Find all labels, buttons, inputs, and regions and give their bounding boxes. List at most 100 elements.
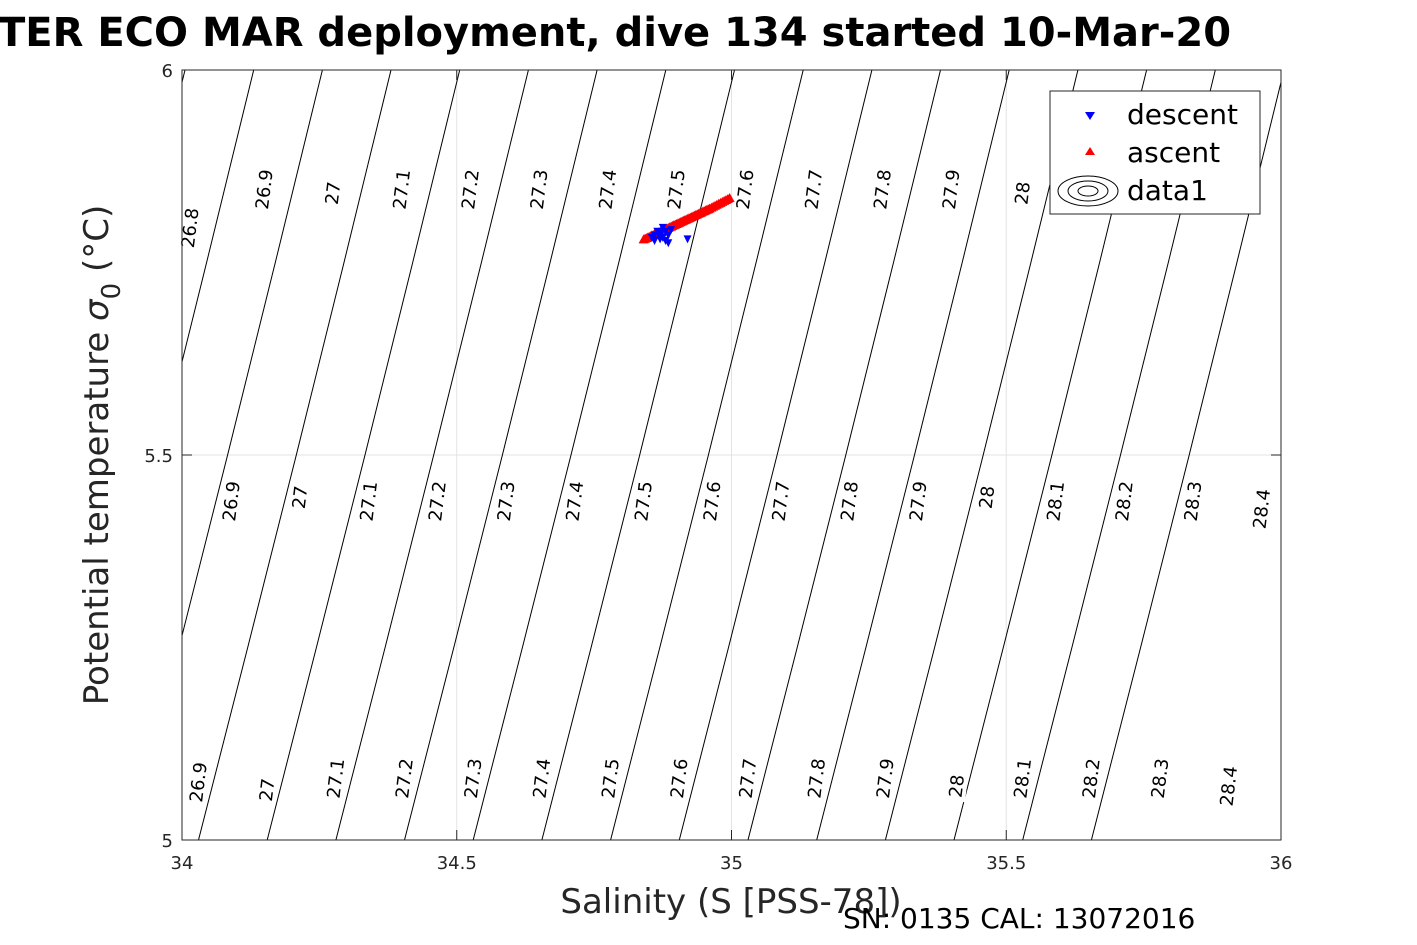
isopycnal-27.7 [610,70,804,840]
contour-label-text: 27.3 [527,168,553,210]
y-axis-label: Potential temperature σ0 (°C) [77,205,127,705]
y-axis-label-main: Potential temperature [77,332,117,705]
contour-label-bg [938,162,965,217]
contour-label-text: 27.6 [733,168,759,210]
contour-label: 27.9 [872,751,899,806]
contour-label-bg [1248,481,1275,536]
contour-label: 28.3 [1180,474,1207,529]
contour-label-bg [869,162,896,217]
contour-label: 28.3 [1147,751,1174,806]
contour-label: 27.2 [424,474,451,529]
contour-label-bg [185,755,212,810]
contour-label: 27.3 [460,751,487,806]
contour-label: 27 [321,177,345,210]
contour-label-text: 27.5 [631,480,657,522]
contour-label: 27.4 [594,162,622,217]
contour-label-bg [905,474,932,529]
x-tick-label: 35.5 [986,853,1026,874]
legend-ascent-marker [1085,147,1095,155]
contour-label-bg [666,751,693,806]
contour-label: 27 [255,773,280,807]
contour-label-text: 27.2 [425,480,451,522]
contour-label-bg [457,162,484,217]
contour-label-text: 28.4 [1249,488,1275,530]
contour-label-text: 27.4 [596,168,622,210]
contour-label-text: 27.5 [598,757,624,799]
contour-label: 27.7 [800,162,827,217]
descent-point [667,226,676,235]
contour-label: 27.9 [938,162,965,217]
contour-label-text: 28 [945,774,969,799]
contour-label: 28 [1010,177,1035,210]
contour-label-text: 27.2 [458,168,484,210]
contour-label-bg [663,162,690,217]
contour-label-text: 27 [256,777,280,802]
contour-label-bg [836,474,863,529]
contour-label-text: 27.9 [873,757,899,799]
contour-label-text: 28 [976,485,1000,510]
contour-label-bg [630,474,657,529]
contour-label: 28.4 [1248,481,1275,536]
contour-label: 26.9 [185,755,212,810]
contour-label: 27.2 [391,751,418,806]
contour-label-bg [218,474,245,529]
contour-label-text: 27.6 [700,480,726,522]
isopycnal-27.1 [198,70,392,840]
contour-label-bg [1215,759,1242,814]
isopycnal-27.6 [541,70,735,840]
legend-contour-icon [1057,175,1119,207]
contour-label-bg [526,162,553,217]
contour-label-bg [1010,177,1035,210]
contour-label-bg [975,481,999,514]
contour-label-text: 27.1 [324,757,350,799]
contour-label-bg [528,751,555,806]
contour-label: 27.3 [526,162,553,217]
legend-data1-label: data1 [1127,174,1208,207]
isopycnal-27.8 [678,70,873,840]
contour-label: 27.3 [493,474,520,529]
legend-ascent-label: ascent [1127,136,1220,169]
contour-label: 28 [975,481,1000,514]
contour-label-text: 28.3 [1181,480,1207,522]
y-tick-label: 6 [162,61,173,82]
contour-label-bg [321,177,345,210]
contour-label-text: 28.2 [1079,757,1105,799]
contour-label-text: 27.1 [356,480,382,522]
contour-label-text: 27.5 [664,168,690,210]
isopycnal-27.3 [335,70,529,840]
y-tick-label: 5.5 [144,446,173,467]
contour-label-text: 28.3 [1148,757,1174,799]
contour-label-text: 27 [289,485,313,510]
contour-label-bg [255,773,279,807]
contour-label-text: 28.2 [1112,480,1138,522]
contour-label-bg [767,474,795,529]
contour-label-text: 26.9 [219,480,245,522]
descent-point [658,223,667,232]
contour-label-text: 27.4 [530,757,556,799]
contour-label: 27.4 [561,474,589,529]
contour-label-text: 27.8 [837,480,863,522]
contour-label: 27.5 [630,474,657,529]
contour-label-bg [288,481,312,514]
contour-label: 27.5 [663,162,690,217]
contour-label-text: 27.3 [461,757,487,799]
contour-label-text: 28.1 [1010,757,1036,799]
isopycnal-27.5 [472,70,667,840]
footer-serial-calibration: SN: 0135 CAL: 13072016 [843,902,1195,935]
descent-point [683,235,692,244]
contour-label-text: 26.9 [186,761,212,803]
contour-label-bg [597,751,624,806]
x-axis-label: Salinity (S [PSS-78]) [560,882,901,922]
contour-label-bg [699,474,726,529]
y-axis-label-unit: (°C) [77,205,117,272]
legend-box [1049,90,1261,215]
contour-label: 26.9 [251,162,278,217]
contour-label-bg [251,162,278,217]
contour-label-text: 27.4 [563,480,589,522]
contour-label: 28.4 [1215,759,1242,814]
legend-descent-marker [1085,112,1095,120]
contour-label: 28.2 [1078,751,1105,806]
contour-label-text: 27.3 [494,480,520,522]
contour-label-text: 28.1 [1043,480,1069,522]
